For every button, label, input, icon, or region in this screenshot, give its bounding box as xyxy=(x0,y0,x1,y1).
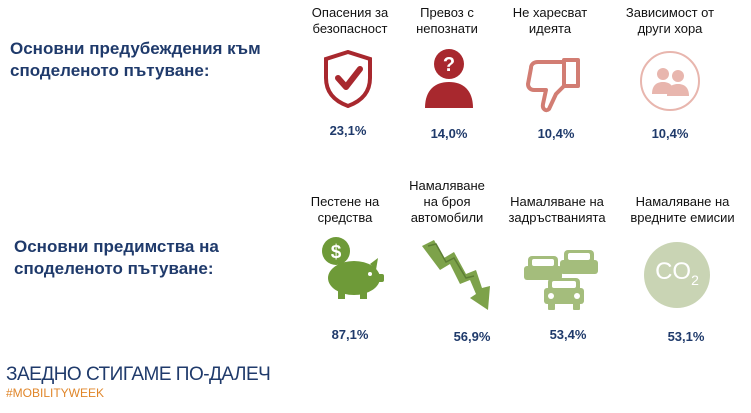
barrier-label-dependence: Зависимост от други хора xyxy=(625,5,715,36)
people-icon xyxy=(640,51,700,111)
benefit-value-savings: 87,1% xyxy=(331,327,369,342)
shield-check-icon xyxy=(324,50,372,108)
benefit-value-emissions: 53,1% xyxy=(667,329,705,344)
benefit-label-fewer-cars: Намаляване на броя автомобили xyxy=(409,178,485,225)
barrier-value-dependence: 10,4% xyxy=(651,126,689,141)
barrier-label-safety: Опасения за безопасност xyxy=(311,5,389,36)
svg-text:?: ? xyxy=(443,54,455,76)
co2-text: CO xyxy=(655,258,692,285)
barrier-value-safety: 23,1% xyxy=(329,123,367,138)
thumbs-down-icon xyxy=(526,58,580,113)
benefit-label-emissions: Намаляване на вредните емисии xyxy=(630,194,735,225)
barrier-label-strangers: Превоз с непознати xyxy=(416,5,478,36)
traffic-cars-icon xyxy=(524,250,598,310)
benefit-label-savings: Пестене на средства xyxy=(310,194,380,225)
barrier-value-strangers: 14,0% xyxy=(430,126,468,141)
person-question-icon: ? xyxy=(425,49,473,108)
co2-subscript: 2 xyxy=(691,271,699,288)
svg-text:$: $ xyxy=(331,242,342,263)
campaign-title: ЗАЕДНО СТИГАМЕ ПО-ДАЛЕЧ xyxy=(6,364,271,385)
benefits-heading: Основни предимства на споделеното пътува… xyxy=(14,237,219,278)
barrier-label-dislike: Не харесват идеята xyxy=(512,5,588,36)
co2-icon: CO2 xyxy=(644,242,710,308)
barrier-value-dislike: 10,4% xyxy=(537,126,575,141)
barriers-heading: Основни предубеждения към споделеното пъ… xyxy=(10,39,261,80)
benefit-value-congestion: 53,4% xyxy=(549,327,587,342)
piggy-bank-icon: $ xyxy=(322,237,384,299)
benefit-label-congestion: Намаляване на задръстванията xyxy=(508,194,606,225)
campaign-hashtag: #MOBILITYWEEK xyxy=(6,386,105,400)
downtrend-arrow-icon xyxy=(422,240,490,310)
benefit-value-fewer-cars: 56,9% xyxy=(453,329,491,344)
